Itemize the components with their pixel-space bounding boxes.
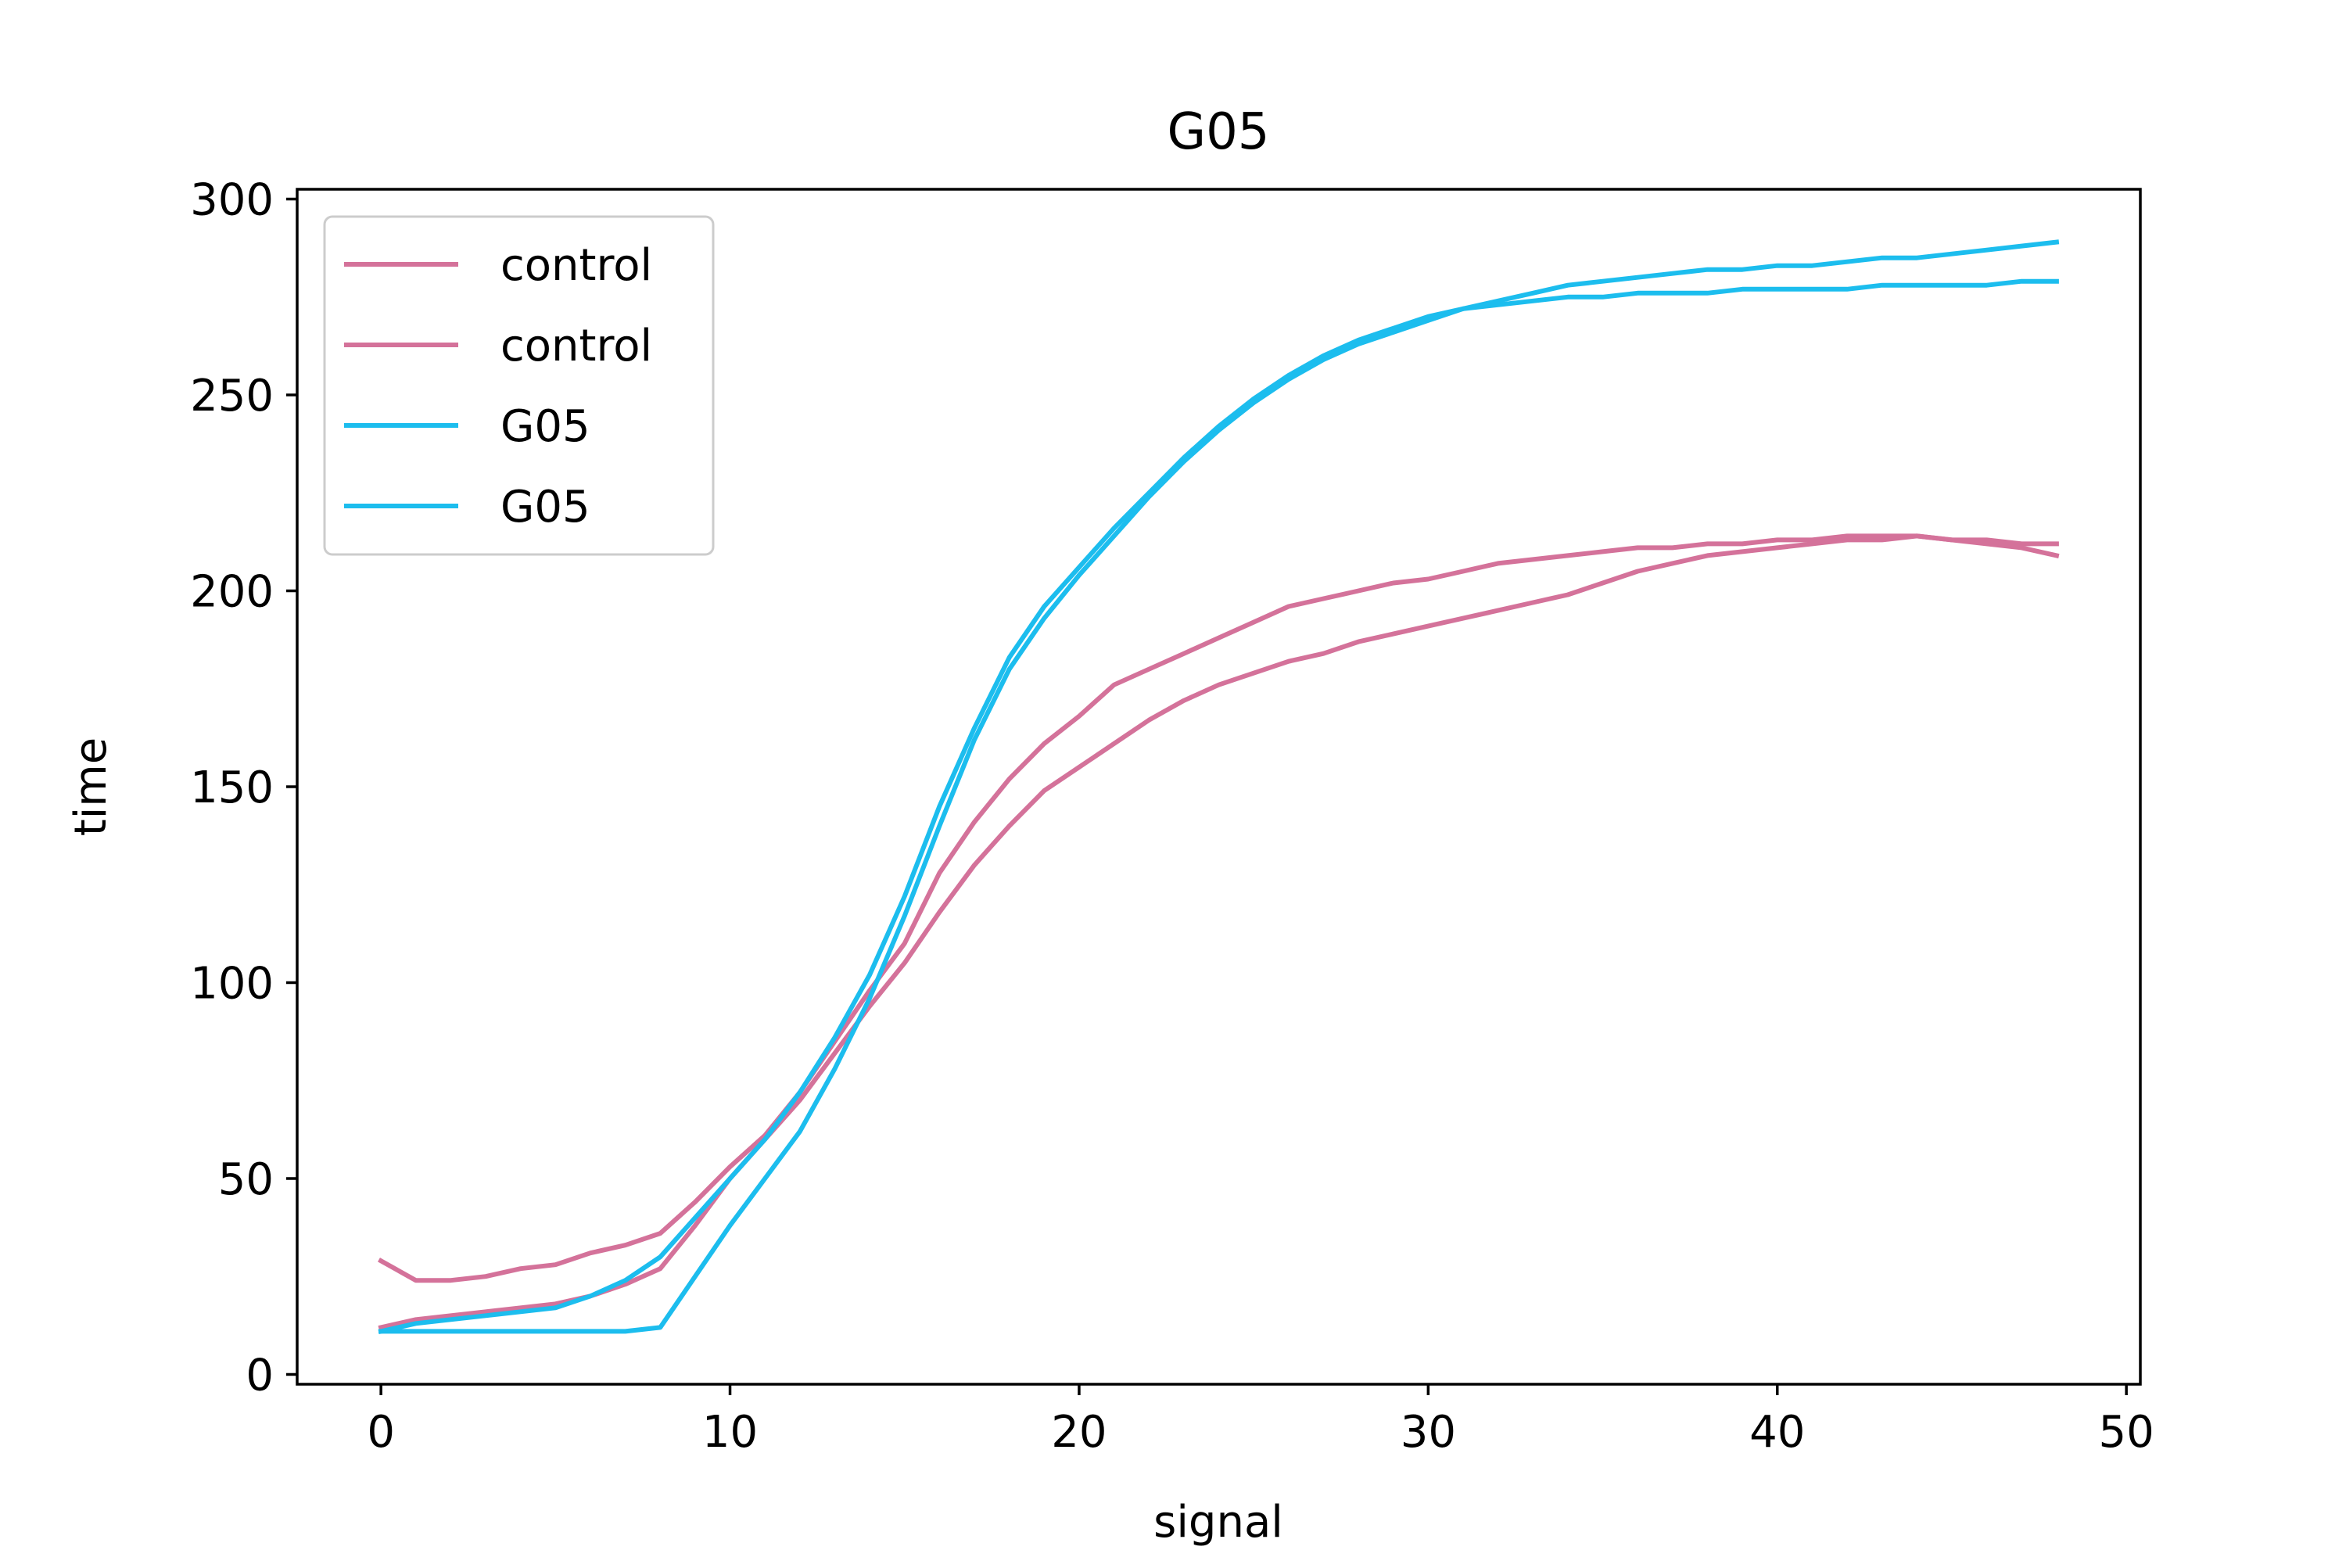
y-axis: 0 50 100 150 200 250 300: [190, 175, 297, 1401]
x-tick-label: 40: [1749, 1407, 1805, 1458]
series-line-control-2: [378, 533, 2060, 1330]
y-tick-label: 100: [190, 958, 274, 1009]
y-tick-label: 0: [246, 1350, 274, 1401]
x-tick-label: 20: [1051, 1407, 1107, 1458]
legend: control control G05 G05: [323, 215, 715, 556]
y-axis-label: time: [66, 737, 117, 837]
x-axis: 0 10 20 30 40 50: [367, 1384, 2154, 1458]
legend-entries: control control G05 G05: [344, 240, 652, 533]
x-tick-label: 50: [2099, 1407, 2154, 1458]
chart-title: G05: [1167, 103, 1269, 161]
y-tick-label: 250: [190, 371, 274, 422]
series-line-control-1: [378, 533, 2059, 1283]
series-line-g05-3: [378, 239, 2060, 1334]
legend-box: [323, 215, 715, 556]
series-line-g05-4: [378, 278, 2059, 1334]
x-axis-label: signal: [1153, 1497, 1283, 1548]
x-tick-label: 10: [702, 1407, 758, 1458]
x-tick-label: 0: [367, 1407, 395, 1458]
legend-label-g05-3: G05: [500, 401, 590, 452]
legend-label-control-2: control: [500, 321, 652, 371]
series-layer: [378, 239, 2060, 1334]
y-tick-label: 200: [190, 567, 274, 618]
x-tick-label: 30: [1401, 1407, 1456, 1458]
y-tick-label: 150: [190, 762, 274, 813]
legend-label-g05-4: G05: [500, 482, 590, 533]
legend-label-control-1: control: [500, 240, 652, 291]
y-tick-label: 50: [218, 1154, 274, 1205]
y-tick-label: 300: [190, 175, 274, 226]
